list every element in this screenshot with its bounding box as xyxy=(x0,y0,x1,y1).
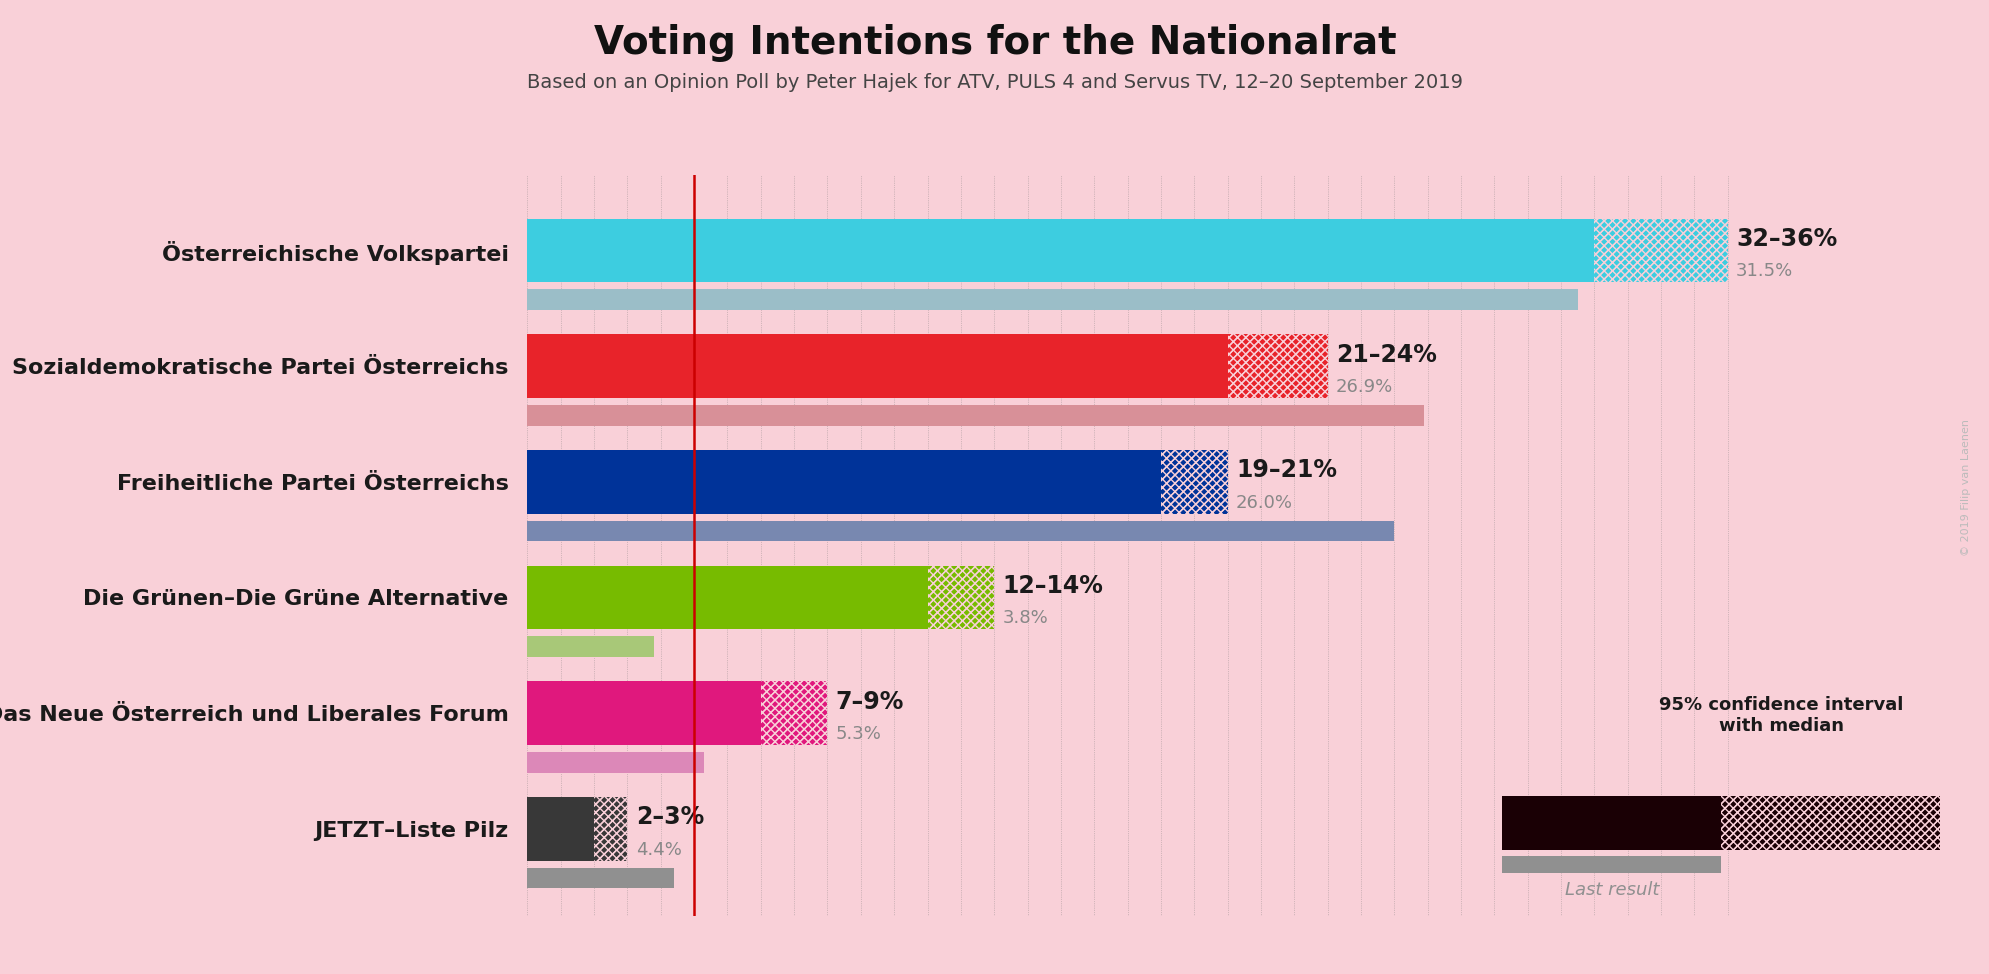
Bar xyxy=(1593,219,1726,282)
Bar xyxy=(527,334,1327,398)
Bar xyxy=(760,682,827,745)
Bar xyxy=(527,868,674,888)
Text: Based on an Opinion Poll by Peter Hajek for ATV, PULS 4 and Servus TV, 12–20 Sep: Based on an Opinion Poll by Peter Hajek … xyxy=(527,73,1462,93)
Bar xyxy=(1227,334,1327,398)
Bar xyxy=(1227,334,1327,398)
Bar xyxy=(527,797,627,861)
Bar xyxy=(595,797,627,861)
Bar xyxy=(595,797,627,861)
Text: 31.5%: 31.5% xyxy=(1734,262,1792,281)
Text: 4.4%: 4.4% xyxy=(634,841,682,859)
Bar xyxy=(527,405,1424,426)
Bar xyxy=(527,566,994,629)
Bar xyxy=(527,682,827,745)
Text: © 2019 Filip van Laenen: © 2019 Filip van Laenen xyxy=(1959,419,1971,555)
Text: 26.9%: 26.9% xyxy=(1335,378,1392,396)
Text: 95% confidence interval
with median: 95% confidence interval with median xyxy=(1659,696,1901,735)
Bar xyxy=(1160,450,1227,513)
Text: 12–14%: 12–14% xyxy=(1002,574,1102,598)
Text: 32–36%: 32–36% xyxy=(1734,227,1836,251)
Bar xyxy=(527,219,1726,282)
Text: 7–9%: 7–9% xyxy=(835,690,903,714)
Bar xyxy=(1160,450,1227,513)
Bar xyxy=(927,566,994,629)
Bar xyxy=(927,566,994,629)
Text: 2–3%: 2–3% xyxy=(634,805,704,829)
Text: 21–24%: 21–24% xyxy=(1335,343,1436,366)
Bar xyxy=(527,636,654,657)
Text: 19–21%: 19–21% xyxy=(1235,458,1337,482)
Bar xyxy=(527,520,1394,542)
Text: 5.3%: 5.3% xyxy=(835,725,881,743)
Text: 26.0%: 26.0% xyxy=(1235,494,1293,511)
Bar xyxy=(527,289,1577,310)
Bar xyxy=(527,450,1227,513)
Bar xyxy=(527,752,704,772)
Text: Last result: Last result xyxy=(1563,880,1659,899)
Text: 3.8%: 3.8% xyxy=(1002,610,1048,627)
Bar xyxy=(760,682,827,745)
Bar xyxy=(1593,219,1726,282)
Text: Voting Intentions for the Nationalrat: Voting Intentions for the Nationalrat xyxy=(593,24,1396,62)
